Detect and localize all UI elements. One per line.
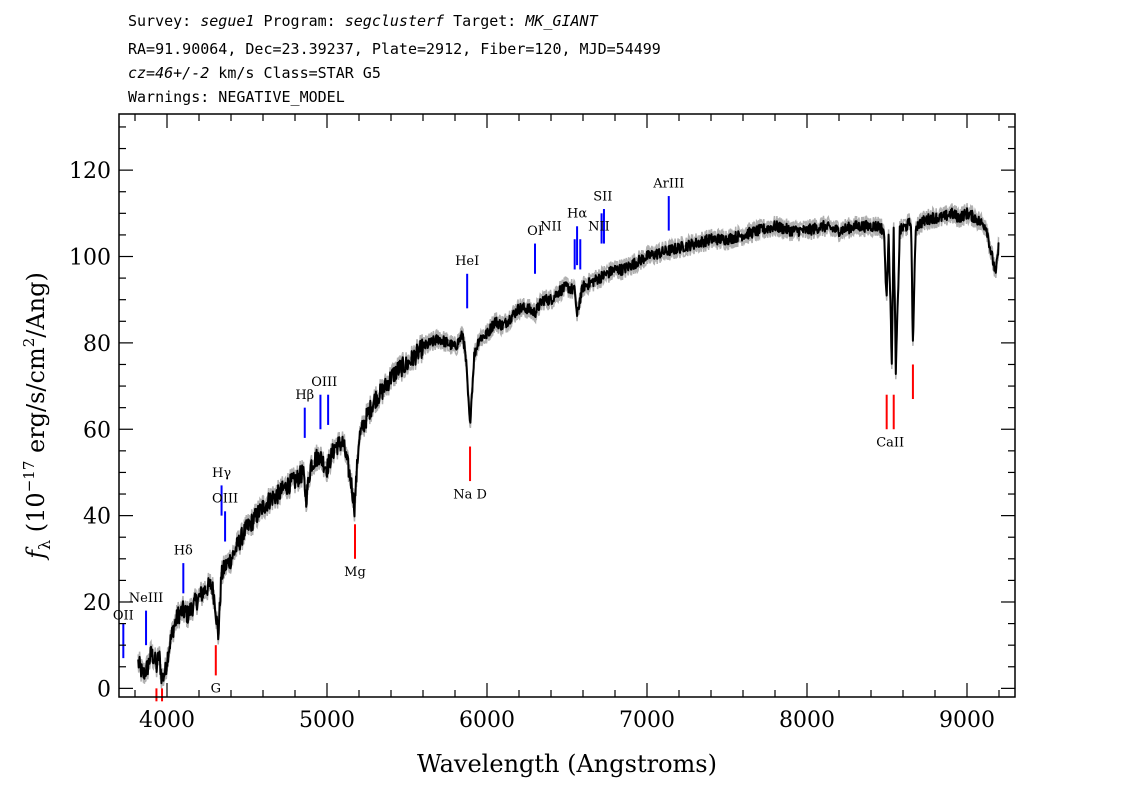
x-tick-label: 8000 [779,708,835,733]
y-axis-title-text: fλ (10−17 erg/s/cm2/Ang) [20,272,54,561]
spectral-line-label: ArIII [652,176,684,191]
spectral-line-label: Hγ [212,466,231,481]
x-tick-label: 4000 [139,708,195,733]
spectral-line-markers [122,196,914,702]
header-line-4: Warnings: NEGATIVE_MODEL [128,88,345,106]
spectral-line-label: SII [593,189,612,204]
spectral-line-label: G [211,682,221,697]
x-tick-label: 6000 [459,708,515,733]
spectral-line-label: Hβ [295,388,314,403]
x-axis-title: Wavelength (Angstroms) [417,750,717,778]
error-upper [137,203,1000,679]
y-tick-label: 60 [83,418,111,443]
spectral-line-label: Na D [453,487,487,502]
spectral-line-label: NII [588,220,610,235]
x-tick-label: 7000 [619,708,675,733]
y-tick-label: 120 [69,159,111,184]
spectral-line-label: OIII [212,492,238,507]
spectral-line-label: HeI [455,254,479,269]
y-axis-title: fλ (10−17 erg/s/cm2/Ang) [20,272,54,561]
error-band [137,203,1000,689]
spectral-line-label: NII [540,220,562,235]
y-tick-label: 40 [83,505,111,530]
plot-frame [118,113,1016,698]
plot-axes: 4000 5000 6000 7000 8000 9000 0 20 40 60 80 100 120 [69,113,1016,733]
spectral-line-label: NeIII [129,591,163,606]
x-tick-label: 9000 [939,708,995,733]
spectral-line-label: Hδ [174,543,193,558]
spectral-line-label: OI [527,224,543,239]
y-tick-label: 0 [97,677,111,702]
header-line-2: RA=91.90064, Dec=23.39237, Plate=2912, F… [128,40,661,58]
y-tick-label: 20 [83,591,111,616]
spectral-line-label: Mg [344,565,366,580]
header-line-1: Survey: segue1 Program: segclusterf Targ… [128,12,598,30]
x-tick-label: 5000 [299,708,355,733]
spectral-line-label: OII [113,608,134,623]
y-tick-label: 100 [69,246,111,271]
header-line-3: cz=46+/-2 km/s Class=STAR G5 [128,64,381,82]
y-tick-label: 80 [83,332,111,357]
spectral-line-label: Hα [567,207,587,222]
spectrum-series [137,207,1000,685]
spectral-line-label: OIII [311,375,337,390]
spectral-line-label: CaII [876,436,904,451]
spectral-line-labels: OIINeIIIHδHγOIIIHβOIIIHeIOINIIHαNIISIIAr… [113,176,904,696]
spectrum-line [137,207,1000,685]
